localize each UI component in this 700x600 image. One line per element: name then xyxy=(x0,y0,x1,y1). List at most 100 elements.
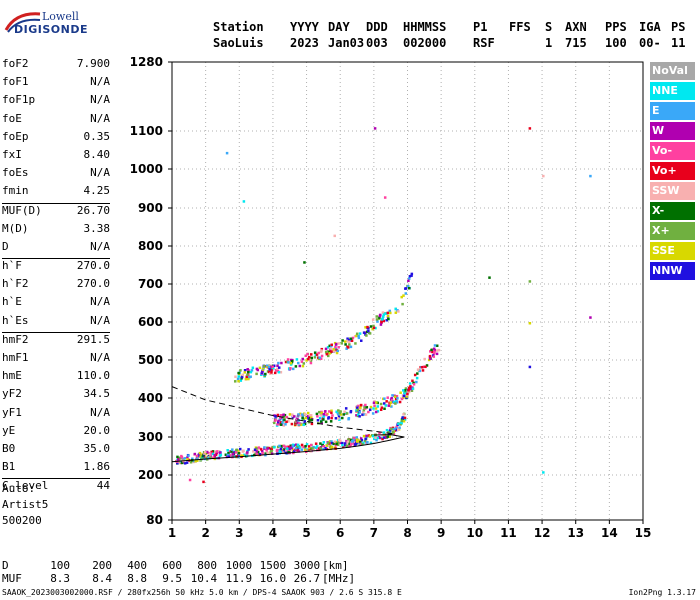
param-value: N/A xyxy=(90,239,110,253)
echo-point xyxy=(307,357,310,361)
echo-point xyxy=(242,453,246,457)
sparse-point xyxy=(589,174,592,178)
echo-point xyxy=(293,448,297,452)
echo-point xyxy=(297,413,300,416)
echo-point xyxy=(353,438,357,442)
echo-point xyxy=(211,450,215,453)
echo-point xyxy=(348,442,351,446)
muf-value: 8.3 xyxy=(50,572,71,585)
echo-point xyxy=(407,279,410,283)
y-tick-label: 300 xyxy=(138,430,163,444)
echo-point xyxy=(219,453,223,457)
echo-point xyxy=(355,414,358,417)
echo-point xyxy=(309,414,313,417)
echo-point xyxy=(267,370,271,374)
echo-point xyxy=(335,342,338,346)
echo-point xyxy=(350,438,353,442)
echo-point xyxy=(325,413,328,417)
echo-point xyxy=(396,397,399,400)
echo-point xyxy=(277,419,280,423)
echo-point xyxy=(400,418,404,421)
echo-point xyxy=(380,406,384,409)
echo-point xyxy=(346,440,350,443)
echo-point xyxy=(360,438,364,442)
echo-point xyxy=(307,355,311,359)
header-cell: 1 xyxy=(545,36,553,50)
echo-point xyxy=(270,367,274,370)
echo-point xyxy=(243,371,247,374)
echo-point xyxy=(328,410,331,413)
legend-entry: SSW xyxy=(650,182,695,200)
echo-point xyxy=(435,352,439,356)
echo-point xyxy=(260,449,264,453)
trace-curves xyxy=(171,386,405,463)
echo-point xyxy=(186,458,189,461)
echo-point xyxy=(250,369,254,372)
header-cell: 002000 xyxy=(403,36,447,50)
echo-point xyxy=(311,447,314,450)
echo-point xyxy=(396,428,400,432)
echo-point xyxy=(355,334,358,338)
echo-point xyxy=(348,444,351,448)
echo-point xyxy=(231,452,235,456)
echo-point xyxy=(265,449,268,452)
echo-point xyxy=(398,426,401,429)
echo-point xyxy=(280,361,283,365)
echo-point xyxy=(274,418,277,422)
echo-point xyxy=(291,444,295,448)
polarization-legend: NoVal NNE E W Vo- Vo+ SSW X- X+ SSE NNW xyxy=(650,62,695,282)
param-value: 7.900 xyxy=(76,57,110,70)
echo-point xyxy=(277,361,280,365)
x-tick-label: 14 xyxy=(601,526,618,540)
echo-point xyxy=(331,414,334,417)
echo-point xyxy=(366,441,369,444)
echo-point xyxy=(295,358,299,361)
echo-point xyxy=(373,437,376,441)
echo-point xyxy=(365,334,368,337)
echo-point xyxy=(383,407,386,410)
sparse-point xyxy=(542,174,545,178)
lowell-logo: Lowell DIGISONDE xyxy=(4,10,87,40)
echo-point xyxy=(334,443,338,447)
echo-point xyxy=(374,326,377,330)
legend-entry: Vo+ xyxy=(650,162,695,180)
x-tick-label: 10 xyxy=(466,526,483,540)
echo-point xyxy=(259,448,263,451)
echo-point xyxy=(339,410,342,413)
echo-point xyxy=(299,445,303,449)
header-cell: YYYY xyxy=(290,20,319,34)
echo-point xyxy=(233,380,237,383)
echo-point xyxy=(428,354,432,358)
echo-point xyxy=(224,453,228,456)
echo-point xyxy=(384,435,388,439)
param-name: MUF(D) xyxy=(2,203,42,217)
echo-point xyxy=(359,442,363,446)
echo-point xyxy=(380,319,383,323)
echo-point xyxy=(376,436,379,440)
echo-point xyxy=(347,417,351,420)
echo-point xyxy=(209,456,212,459)
muf-value: 26.7 xyxy=(293,572,321,585)
echo-point xyxy=(418,369,422,373)
param-name: yF2 xyxy=(2,387,22,401)
echo-point xyxy=(288,413,292,416)
echo-point xyxy=(355,441,358,445)
param-row: h`F 270.0 xyxy=(2,259,110,277)
echo-point xyxy=(428,350,432,353)
param-value: 26.70 xyxy=(76,203,110,217)
legend-entry: NNE xyxy=(650,82,695,100)
echo-point xyxy=(385,400,388,403)
echo-point xyxy=(354,342,357,345)
param-value: N/A xyxy=(90,405,110,419)
param-row: hmE 110.0 xyxy=(2,369,110,387)
echo-point xyxy=(375,401,378,404)
echo-point xyxy=(181,457,185,461)
x-tick-label: 8 xyxy=(403,526,411,540)
echo-point xyxy=(382,319,386,323)
echo-point xyxy=(318,416,322,420)
echo-point xyxy=(271,365,274,369)
header-cell: 003 xyxy=(366,36,388,50)
echo-point xyxy=(386,435,390,438)
echo-point xyxy=(355,438,359,441)
echo-point xyxy=(382,431,386,434)
